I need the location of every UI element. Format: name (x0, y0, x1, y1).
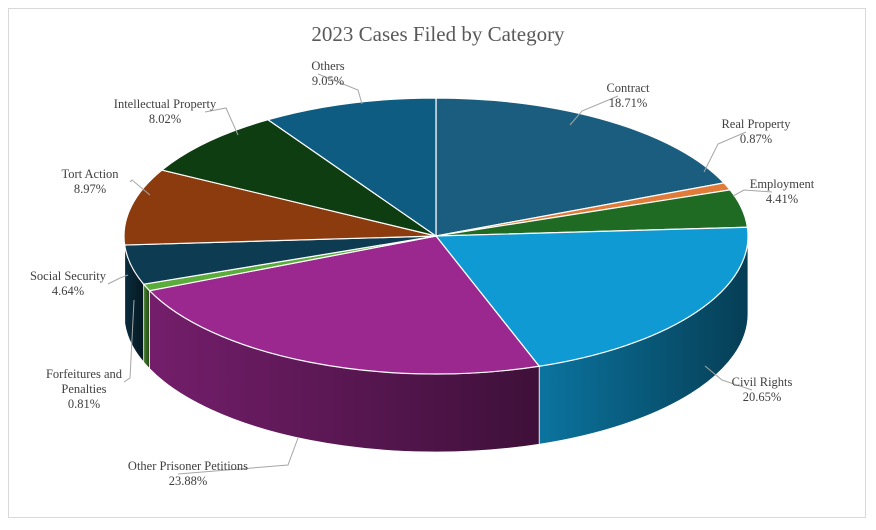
leader-line (129, 179, 151, 196)
slice-value: 20.65% (743, 390, 782, 404)
pie-slice-intellectual-property[interactable] (160, 119, 437, 237)
pie-slice-others[interactable] (266, 97, 437, 238)
leader-line (123, 299, 135, 383)
slice-label: Civil Rights (732, 375, 793, 389)
slice-label: Contract (606, 81, 650, 95)
leader-line (317, 73, 363, 105)
slice-value: 0.87% (740, 132, 772, 146)
slice-label: Employment (750, 177, 815, 191)
leader-line (569, 95, 619, 126)
slice-label: Others (311, 59, 344, 73)
leader-line (177, 437, 299, 475)
slice-value: 4.41% (766, 192, 798, 206)
slice-value: 18.71% (609, 96, 648, 110)
leader-line (204, 107, 239, 136)
slice-value: 8.97% (74, 182, 106, 196)
pie-slice-contract[interactable] (435, 97, 726, 237)
slice-label: Tort Action (61, 167, 119, 181)
pie-slice-side (143, 283, 150, 370)
slice-value: 9.05% (312, 74, 344, 88)
chart-title: 2023 Cases Filed by Category (311, 22, 565, 46)
slice-value: 23.88% (169, 474, 208, 488)
slice-label: Forfeitures and (46, 367, 123, 381)
leader-line (704, 365, 753, 391)
slice-value: 0.81% (68, 397, 100, 411)
leader-line (703, 131, 747, 173)
slice-value: 4.64% (52, 284, 84, 298)
chart-frame (8, 8, 866, 518)
slice-label: Penalties (61, 382, 106, 396)
leader-line (732, 189, 773, 197)
slice-label: Intellectual Property (114, 97, 217, 111)
pie-slice-civil-rights[interactable] (434, 226, 749, 367)
slice-label: Social Security (30, 269, 107, 283)
slice-value: 8.02% (149, 112, 181, 126)
pie-slice-other-prisoner-petitions[interactable] (148, 235, 541, 375)
pie-slice-tort-action[interactable] (123, 169, 437, 246)
pie-slice-side (123, 235, 126, 324)
slice-label: Other Prisoner Petitions (128, 459, 248, 473)
slice-label: Real Property (721, 117, 791, 131)
leader-line (107, 274, 129, 285)
